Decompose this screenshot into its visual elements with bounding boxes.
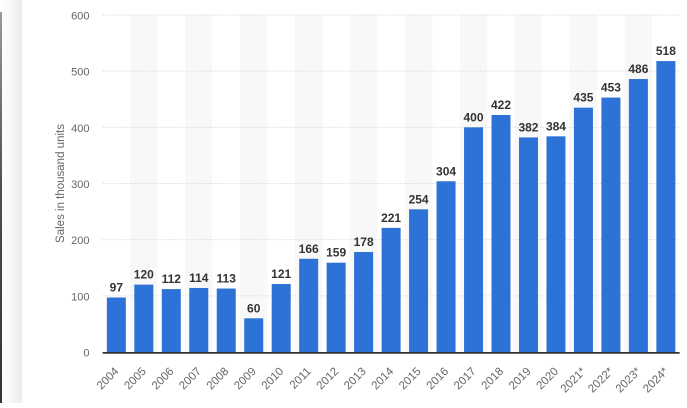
svg-text:112: 112 [162,272,182,286]
svg-text:97: 97 [110,281,124,295]
svg-text:221: 221 [381,211,401,225]
svg-text:254: 254 [409,192,429,206]
svg-text:100: 100 [71,291,89,303]
svg-text:435: 435 [573,91,593,105]
svg-text:422: 422 [491,98,511,112]
svg-text:400: 400 [71,123,89,135]
svg-text:486: 486 [628,62,648,76]
svg-text:600: 600 [71,11,89,23]
svg-text:121: 121 [271,267,291,281]
svg-text:120: 120 [134,268,154,282]
svg-text:200: 200 [71,235,89,247]
svg-text:113: 113 [217,272,237,286]
svg-text:60: 60 [247,301,261,315]
svg-text:453: 453 [601,81,621,95]
svg-text:0: 0 [83,348,89,360]
svg-text:382: 382 [518,120,538,134]
svg-text:Sales in thousand units: Sales in thousand units [55,124,67,243]
svg-text:500: 500 [71,67,89,79]
svg-text:304: 304 [436,164,456,178]
svg-text:384: 384 [546,119,566,133]
svg-text:518: 518 [656,44,676,58]
svg-text:159: 159 [326,246,346,260]
svg-text:178: 178 [354,235,374,249]
svg-text:114: 114 [189,271,209,285]
svg-text:300: 300 [71,179,89,191]
svg-text:166: 166 [299,242,319,256]
svg-text:400: 400 [464,110,484,124]
